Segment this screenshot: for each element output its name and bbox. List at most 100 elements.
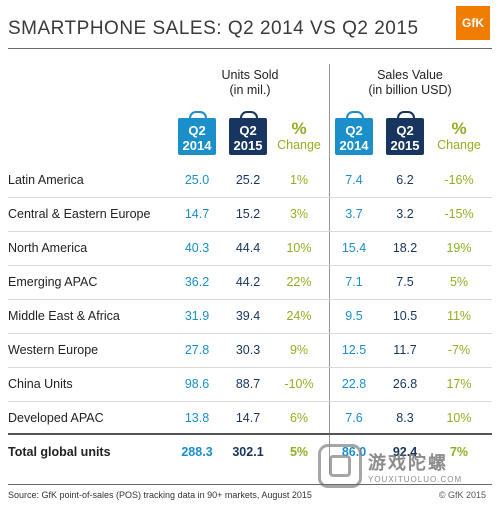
table-row: Central & Eastern Europe 14.7 15.2 3% 3.7 3.2… bbox=[0, 197, 500, 231]
row-separator bbox=[8, 333, 492, 334]
source-note: Source: GfK point-of-sales (POS) trackin… bbox=[8, 490, 312, 500]
row-separator bbox=[8, 299, 492, 300]
table-row: Emerging APAC 36.2 44.2 22% 7.1 7.5 5% bbox=[0, 265, 500, 299]
units-change-header: % Change bbox=[272, 120, 326, 153]
cell-value-change: -16% bbox=[444, 173, 474, 187]
change-label: Change bbox=[277, 138, 321, 152]
copyright: © GfK 2015 bbox=[438, 490, 486, 500]
row-label: Latin America bbox=[8, 173, 84, 187]
row-label: Western Europe bbox=[8, 343, 99, 357]
cell-value-2015: 11.7 bbox=[393, 343, 417, 357]
cell-value-2015: 7.5 bbox=[396, 275, 414, 289]
title-divider bbox=[8, 48, 492, 49]
row-label: Emerging APAC bbox=[8, 275, 98, 289]
percent-symbol: % bbox=[451, 119, 467, 138]
cell-units-2014: 98.6 bbox=[184, 377, 210, 391]
cell-value-2015: 18.2 bbox=[392, 241, 418, 255]
q2-2014-bag-icon: Q2 2014 bbox=[335, 111, 373, 155]
table-row: Developed APAC 13.8 14.7 6% 7.6 8.3 10% bbox=[0, 401, 500, 435]
cell-units-2014: 36.2 bbox=[184, 275, 210, 289]
cell-units-2014: 13.8 bbox=[184, 411, 210, 425]
gfk-logo: GfK bbox=[456, 6, 490, 40]
cell-value-2014: 22.8 bbox=[341, 377, 367, 391]
cell-value-change: 5% bbox=[449, 275, 469, 289]
cell-value-change: -15% bbox=[444, 207, 474, 221]
row-label: Central & Eastern Europe bbox=[8, 207, 151, 221]
watermark-cn: 游戏陀螺 bbox=[368, 452, 448, 473]
cell-units-2014: 25.0 bbox=[184, 173, 210, 187]
cell-value-2015: 26.8 bbox=[392, 377, 418, 391]
q2-2014-label-year: 2014 bbox=[339, 138, 369, 153]
cell-units-2015: 14.7 bbox=[235, 411, 261, 425]
cell-units-change: 3% bbox=[289, 207, 309, 221]
cell-units-2014: 288.3 bbox=[181, 445, 213, 459]
cell-units-change: 5% bbox=[289, 445, 309, 459]
change-label: Change bbox=[437, 138, 481, 152]
cell-units-2015: 30.3 bbox=[235, 343, 261, 357]
group-divider bbox=[329, 64, 330, 474]
row-separator bbox=[8, 231, 492, 232]
cell-value-2015: 3.2 bbox=[396, 207, 414, 221]
cell-units-2015: 44.2 bbox=[235, 275, 261, 289]
cell-units-change: 22% bbox=[286, 275, 312, 289]
row-separator bbox=[8, 367, 492, 368]
cell-units-change: 9% bbox=[289, 343, 309, 357]
cell-units-2015: 15.2 bbox=[235, 207, 261, 221]
cell-value-change: 10% bbox=[446, 411, 472, 425]
q2-2015-label-year: 2015 bbox=[233, 138, 263, 153]
cell-value-change: 11% bbox=[446, 309, 472, 323]
q2-2014-label-year: 2014 bbox=[182, 138, 212, 153]
watermark-en: YOUXITUOLUO.COM bbox=[368, 474, 463, 484]
units-sold-unit: (in mil.) bbox=[229, 83, 271, 97]
q2-2015-label-q: Q2 bbox=[396, 123, 414, 138]
cell-units-change: 10% bbox=[286, 241, 312, 255]
cell-value-2014: 7.1 bbox=[345, 275, 363, 289]
cell-value-2014: 3.7 bbox=[345, 207, 363, 221]
total-divider bbox=[8, 433, 492, 435]
table-row: China Units 98.6 88.7 -10% 22.8 26.8 17% bbox=[0, 367, 500, 401]
cell-units-2014: 14.7 bbox=[184, 207, 210, 221]
page-title: SMARTPHONE SALES: Q2 2014 VS Q2 2015 bbox=[8, 18, 419, 39]
cell-value-2014: 12.5 bbox=[341, 343, 367, 357]
watermark-logo-icon bbox=[318, 444, 362, 488]
table-row: Latin America 25.0 25.2 1% 7.4 6.2 -16% bbox=[0, 163, 500, 197]
q2-2014-bag-icon: Q2 2014 bbox=[178, 111, 216, 155]
row-separator bbox=[8, 197, 492, 198]
units-sold-header: Units Sold (in mil.) bbox=[200, 68, 300, 98]
cell-units-2014: 40.3 bbox=[184, 241, 210, 255]
row-separator bbox=[8, 265, 492, 266]
footer-divider bbox=[8, 484, 492, 485]
row-separator bbox=[8, 401, 492, 402]
cell-value-2014: 15.4 bbox=[341, 241, 367, 255]
q2-2015-label-year: 2015 bbox=[390, 138, 420, 153]
cell-units-2014: 31.9 bbox=[184, 309, 210, 323]
table-row: Middle East & Africa 31.9 39.4 24% 9.5 10.5 11… bbox=[0, 299, 500, 333]
cell-value-change: -7% bbox=[447, 343, 471, 357]
q2-2015-bag-icon: Q2 2015 bbox=[229, 111, 267, 155]
row-label: Total global units bbox=[8, 445, 111, 459]
cell-value-2015: 6.2 bbox=[396, 173, 414, 187]
cell-units-change: 6% bbox=[289, 411, 309, 425]
cell-units-2015: 302.1 bbox=[232, 445, 264, 459]
cell-value-2015: 8.3 bbox=[396, 411, 414, 425]
value-change-header: % Change bbox=[432, 120, 486, 153]
cell-value-change: 7% bbox=[449, 445, 469, 459]
table-row: North America 40.3 44.4 10% 15.4 18.2 19% bbox=[0, 231, 500, 265]
cell-units-change: -10% bbox=[284, 377, 314, 391]
cell-units-2015: 88.7 bbox=[235, 377, 261, 391]
percent-symbol: % bbox=[291, 119, 307, 138]
cell-value-2014: 9.5 bbox=[345, 309, 363, 323]
q2-2015-bag-icon: Q2 2015 bbox=[386, 111, 424, 155]
row-label: Developed APAC bbox=[8, 411, 104, 425]
units-sold-title: Units Sold bbox=[221, 68, 279, 82]
cell-units-2014: 27.8 bbox=[184, 343, 210, 357]
sales-value-header: Sales Value (in billion USD) bbox=[350, 68, 470, 98]
sales-value-unit: (in billion USD) bbox=[368, 83, 452, 97]
watermark: 游戏陀螺 YOUXITUOLUO.COM bbox=[318, 444, 462, 488]
cell-units-2015: 25.2 bbox=[235, 173, 261, 187]
cell-units-2015: 44.4 bbox=[235, 241, 261, 255]
sales-value-title: Sales Value bbox=[377, 68, 443, 82]
cell-units-change: 24% bbox=[286, 309, 312, 323]
table-row: Western Europe 27.8 30.3 9% 12.5 11.7 -7% bbox=[0, 333, 500, 367]
q2-2014-label-q: Q2 bbox=[188, 123, 206, 138]
